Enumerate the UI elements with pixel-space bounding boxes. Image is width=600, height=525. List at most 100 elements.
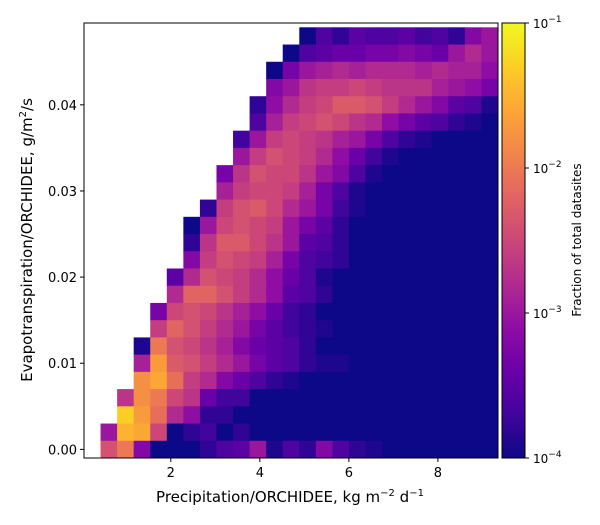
heatmap-cell [448, 182, 466, 201]
heatmap-cell [315, 130, 333, 149]
heatmap-cell [233, 147, 251, 166]
heatmap-cell [398, 27, 416, 46]
heatmap-cell [382, 268, 400, 287]
heatmap-cell [448, 216, 466, 235]
heatmap-cell [299, 268, 317, 287]
heatmap-cell [481, 96, 499, 114]
heatmap-cell [216, 389, 234, 407]
heatmap-cell [199, 234, 217, 252]
heatmap-cell [481, 147, 499, 166]
heatmap-cell [216, 268, 234, 287]
heatmap-cell [233, 285, 251, 304]
heatmap-cell [382, 371, 400, 390]
heatmap-cell [315, 96, 333, 114]
heatmap-cell [398, 268, 416, 287]
heatmap-cell [365, 147, 383, 166]
heatmap-cell [431, 234, 449, 252]
heatmap-cell [365, 440, 383, 459]
heatmap-cell [166, 268, 184, 287]
heatmap-cell [448, 61, 466, 80]
heatmap-cell [481, 44, 499, 63]
heatmap-cell [415, 27, 433, 46]
heatmap-cell [282, 423, 300, 442]
heatmap-cell [299, 251, 317, 269]
heatmap-cell [382, 337, 400, 356]
heatmap-cell [282, 389, 300, 407]
heatmap-cell [266, 130, 284, 149]
heatmap-cell [299, 27, 317, 46]
heatmap-cell [266, 268, 284, 287]
heatmap-cell [266, 440, 284, 459]
heatmap-cell [464, 27, 482, 46]
heatmap-cell [315, 113, 333, 132]
heatmap-cell [365, 354, 383, 373]
heatmap-cell [299, 389, 317, 407]
heatmap-cell [183, 234, 201, 252]
colorbar-tick-label: 10−2 [533, 160, 562, 176]
heatmap-cell [431, 337, 449, 356]
heatmap-cell [398, 371, 416, 390]
heatmap-cell [382, 165, 400, 183]
heatmap-cell [133, 371, 151, 390]
heatmap-cell [448, 27, 466, 46]
heatmap-cell [348, 268, 367, 287]
heatmap-cell [183, 320, 201, 338]
heatmap-cell [464, 337, 482, 356]
heatmap-cell [348, 182, 367, 201]
heatmap-cell [133, 440, 151, 459]
heatmap-cell [448, 406, 466, 425]
heatmap-cell [448, 423, 466, 442]
heatmap-cell [481, 302, 499, 321]
heatmap-cell [233, 302, 251, 321]
heatmap-cell [249, 182, 267, 201]
heatmap-cell [183, 371, 201, 390]
heatmap-cell [448, 165, 466, 183]
heatmap-cell [348, 199, 367, 218]
heatmap-cell [415, 199, 433, 218]
heatmap-cell [266, 96, 284, 114]
heatmap-cell [348, 61, 367, 80]
heatmap-cell [183, 285, 201, 304]
heatmap-cell [431, 61, 449, 80]
heatmap-cell [233, 389, 251, 407]
heatmap-cell [398, 440, 416, 459]
heatmap-cell [481, 268, 499, 287]
heatmap-cell [464, 423, 482, 442]
heatmap-cell [481, 389, 499, 407]
heatmap-cell [315, 165, 333, 183]
heatmap-cell [431, 44, 449, 63]
heatmap-cell [266, 61, 284, 80]
heatmap-cell [266, 354, 284, 373]
heatmap-cell [348, 44, 367, 63]
heatmap-cell [398, 285, 416, 304]
heatmap-cell [398, 96, 416, 114]
heatmap-cell [464, 113, 482, 132]
heatmap-cell [448, 268, 466, 287]
heatmap-cell [332, 302, 350, 321]
heatmap-cell [299, 406, 317, 425]
heatmap-cell [315, 337, 333, 356]
heatmap-cell [282, 320, 300, 338]
heatmap-cell [315, 251, 333, 269]
heatmap-cell [299, 354, 317, 373]
heatmap-cell [382, 302, 400, 321]
heatmap-cell [382, 27, 400, 46]
heatmap-cell [216, 199, 234, 218]
heatmap-cell [299, 96, 317, 114]
heatmap-cell [398, 182, 416, 201]
x-tick-label: 2 [167, 466, 175, 481]
x-tick-label: 6 [345, 466, 353, 481]
y-tick-label: 0.00 [48, 443, 77, 458]
heatmap-cell [266, 285, 284, 304]
heatmap-cell [431, 302, 449, 321]
heatmap-cell [299, 182, 317, 201]
heatmap-cell [183, 354, 201, 373]
heatmap-cell [398, 406, 416, 425]
heatmap-cell [431, 389, 449, 407]
y-tick-label: 0.01 [48, 357, 77, 372]
heatmap-cell [332, 130, 350, 149]
heatmap-cell [315, 199, 333, 218]
heatmap-cell [249, 285, 267, 304]
heatmap-cell [282, 78, 300, 97]
